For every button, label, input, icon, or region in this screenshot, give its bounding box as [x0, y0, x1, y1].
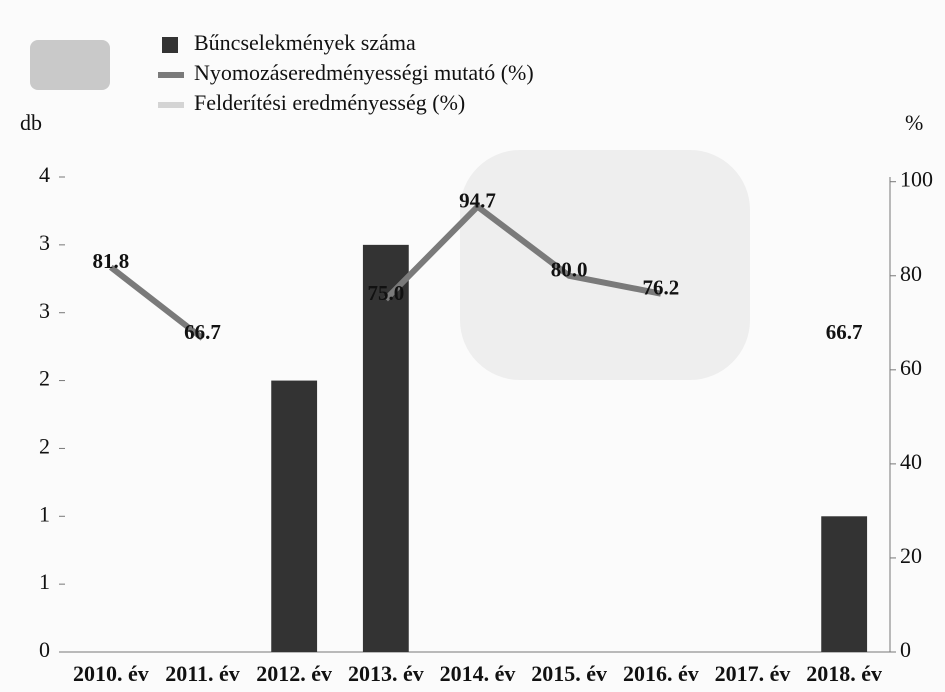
y-axis-title: db — [20, 110, 42, 135]
x-tick-label: 2010. év — [73, 661, 149, 686]
x-tick-label: 2018. év — [806, 661, 882, 686]
x-tick-label: 2016. év — [623, 661, 699, 686]
data-label: 81.8 — [92, 249, 129, 273]
background-building — [460, 150, 750, 380]
y-tick-label: 3 — [39, 230, 50, 255]
y-tick-label: 3 — [39, 298, 50, 323]
y-tick-label: 1 — [39, 569, 50, 594]
data-label: 76.2 — [642, 275, 679, 299]
x-tick-label: 2013. év — [348, 661, 424, 686]
y-tick-label: 2 — [39, 433, 50, 458]
bar — [362, 244, 409, 652]
x-tick-label: 2012. év — [256, 661, 332, 686]
y2-tick-label: 80 — [900, 261, 922, 286]
x-tick-label: 2017. év — [715, 661, 791, 686]
legend-label: Bűncselekmények száma — [194, 30, 416, 55]
legend-label: Felderítési eredményesség (%) — [194, 90, 465, 115]
y2-tick-label: 0 — [900, 637, 911, 662]
y-tick-label: 1 — [39, 501, 50, 526]
police-logo — [30, 40, 110, 90]
y2-tick-label: 60 — [900, 355, 922, 380]
y2-tick-label: 40 — [900, 449, 922, 474]
bar — [821, 516, 868, 652]
line — [108, 264, 205, 341]
y2-axis-title: % — [905, 110, 923, 135]
y-tick-label: 2 — [39, 366, 50, 391]
line — [383, 202, 662, 302]
data-label: 94.7 — [459, 188, 496, 212]
y2-tick-label: 20 — [900, 543, 922, 568]
data-label: 66.7 — [826, 320, 863, 344]
data-label: 75.0 — [367, 281, 404, 305]
legend-swatch — [162, 37, 178, 53]
x-tick-label: 2011. év — [165, 661, 240, 686]
data-label: 66.7 — [184, 320, 221, 344]
data-label: 80.0 — [551, 258, 588, 282]
legend-label: Nyomozáseredményességi mutató (%) — [194, 60, 534, 85]
x-tick-label: 2014. év — [440, 661, 516, 686]
y-tick-label: 4 — [39, 162, 50, 187]
y2-tick-label: 100 — [900, 167, 933, 192]
x-tick-label: 2015. év — [531, 661, 607, 686]
y-tick-label: 0 — [39, 637, 50, 662]
bar — [271, 380, 318, 652]
